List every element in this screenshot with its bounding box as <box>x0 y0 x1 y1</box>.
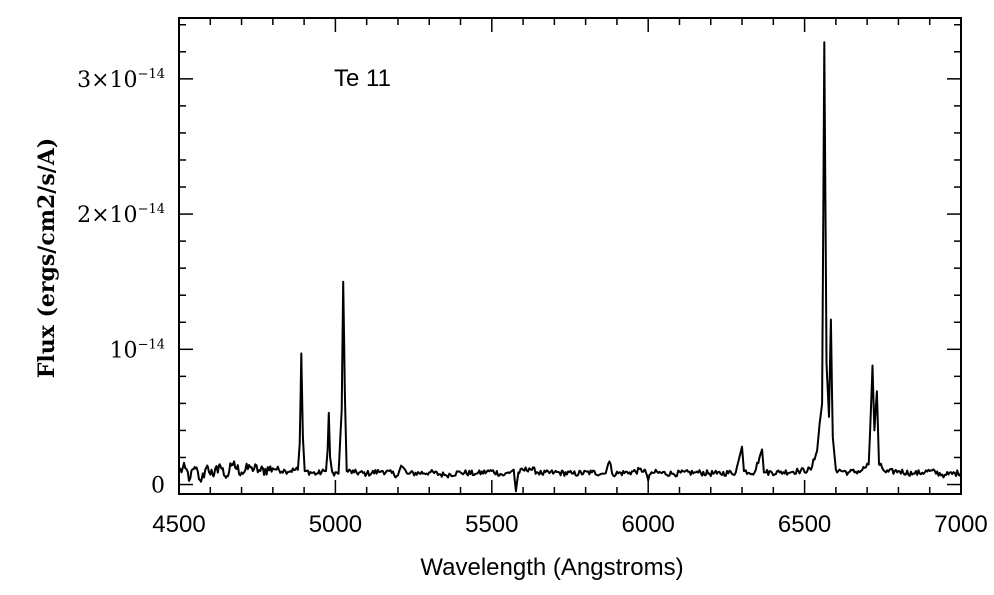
x-tick-label: 4500 <box>152 511 205 538</box>
y-tick-label: 0 <box>151 474 165 499</box>
y-tick-label: 10−14 <box>110 337 165 363</box>
spectrum-line <box>178 41 962 493</box>
x-tick-label: 5500 <box>465 511 518 538</box>
y-axis-label: Flux (ergs/cm2/s/A) <box>34 138 60 378</box>
annotation-label: Te 11 <box>334 65 391 92</box>
x-tick-label: 7000 <box>934 511 987 538</box>
x-axis-label: Wavelength (Angstroms) <box>420 554 683 581</box>
axis-ticks <box>178 18 962 494</box>
x-tick-label: 6000 <box>622 511 675 538</box>
y-tick-label: 2×10−14 <box>77 202 165 228</box>
plot-frame <box>178 17 962 495</box>
x-tick-label: 5000 <box>309 511 362 538</box>
y-tick-label: 3×10−14 <box>77 67 165 93</box>
x-tick-label: 6500 <box>778 511 831 538</box>
x-tick-labels: 4500 5000 5500 6000 6500 7000 <box>152 511 987 538</box>
y-tick-labels: 0 10−14 2×10−14 3×10−14 <box>77 67 165 499</box>
